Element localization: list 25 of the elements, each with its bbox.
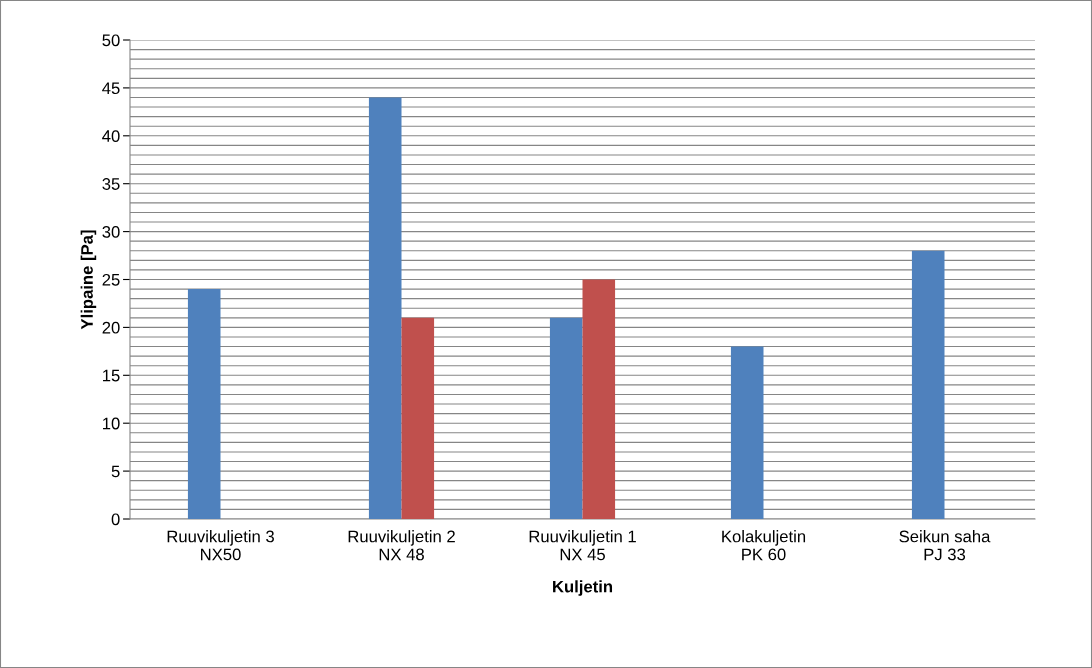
bar [187, 289, 221, 519]
y-tick-label: 30 [102, 226, 120, 238]
y-tick-label: 10 [103, 417, 120, 430]
y-tick-label: 35 [102, 178, 120, 190]
y-tick-label: 0 [111, 513, 120, 526]
y-tick-label: 40 [102, 130, 120, 142]
bar [401, 317, 435, 519]
bar [368, 97, 402, 519]
x-tick-label: Seikun saha PJ 33 [899, 530, 991, 561]
y-tick-label: 5 [111, 465, 120, 478]
bar [911, 250, 945, 519]
y-axis-title: Ylipaine [Pa] [80, 230, 97, 330]
y-tick-label: 15 [103, 369, 120, 382]
bar [730, 346, 764, 519]
y-tick-label: 20 [102, 321, 120, 334]
bar [582, 279, 616, 519]
x-tick-label: Ruuvikuljetin 3 NX50 [167, 530, 274, 561]
x-tick-label: Kolakuljetin PK 60 [722, 530, 806, 561]
y-tick-label: 50 [102, 34, 120, 47]
x-tick-label: Ruuvikuljetin 1 NX 45 [529, 530, 636, 561]
bar [549, 317, 583, 519]
x-tick-label: Ruuvikuljetin 2 NX 48 [348, 530, 455, 561]
x-axis-title: Kuljetin [553, 580, 613, 596]
y-tick-label: 45 [102, 82, 120, 95]
y-tick-label: 25 [102, 273, 120, 286]
